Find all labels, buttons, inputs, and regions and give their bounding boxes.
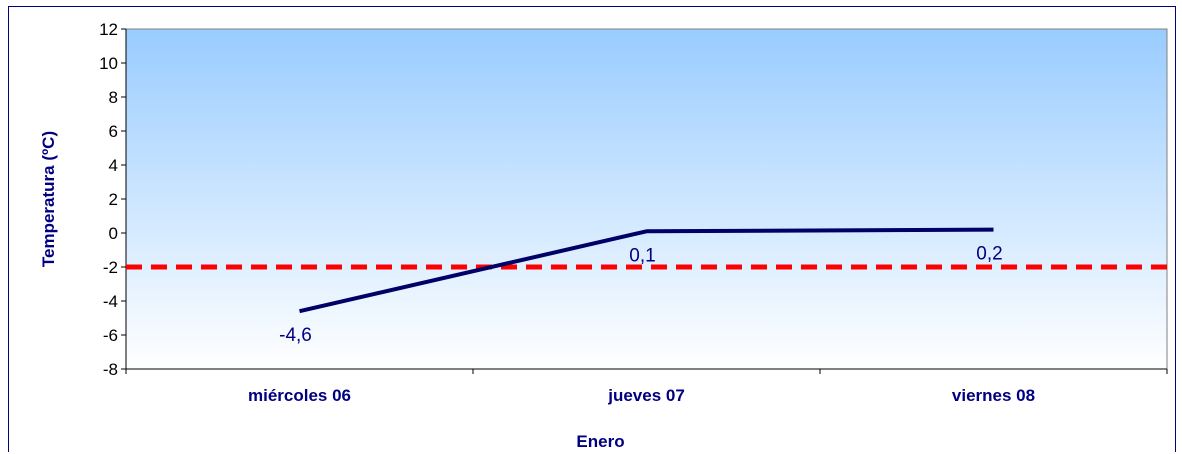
y-tick-label: -4: [103, 292, 118, 311]
y-axis-title: Temperatura (ºC): [39, 131, 58, 267]
x-axis-ticks: miércoles 06 jueves 07 viernes 08: [125, 369, 1168, 405]
y-tick-label: -8: [103, 360, 118, 379]
y-tick-label: -2: [103, 258, 118, 277]
y-tick-label: 10: [99, 54, 118, 73]
y-tick-label: 2: [109, 190, 118, 209]
x-tick-label: miércoles 06: [248, 386, 351, 405]
x-axis-title: Enero: [576, 432, 624, 451]
y-tick-label: 4: [109, 156, 118, 175]
y-tick-label: -6: [103, 326, 118, 345]
data-label: -4,6: [279, 325, 312, 346]
plot-area: [125, 28, 1168, 370]
x-tick-label: viernes 08: [952, 386, 1035, 405]
y-tick-label: 0: [109, 224, 118, 243]
y-tick-label: 8: [109, 88, 118, 107]
series-line: [299, 227, 994, 314]
chart-frame: [8, 6, 1176, 452]
data-label: 0,2: [976, 244, 1002, 265]
data-label: 0,1: [629, 245, 655, 266]
y-tick-label: 12: [99, 20, 118, 39]
y-axis-ticks: 12 10 8 6 4 2 0 -2 -4 -6 -8: [99, 20, 126, 379]
y-tick-label: 6: [109, 122, 118, 141]
x-tick-label: jueves 07: [607, 386, 685, 405]
